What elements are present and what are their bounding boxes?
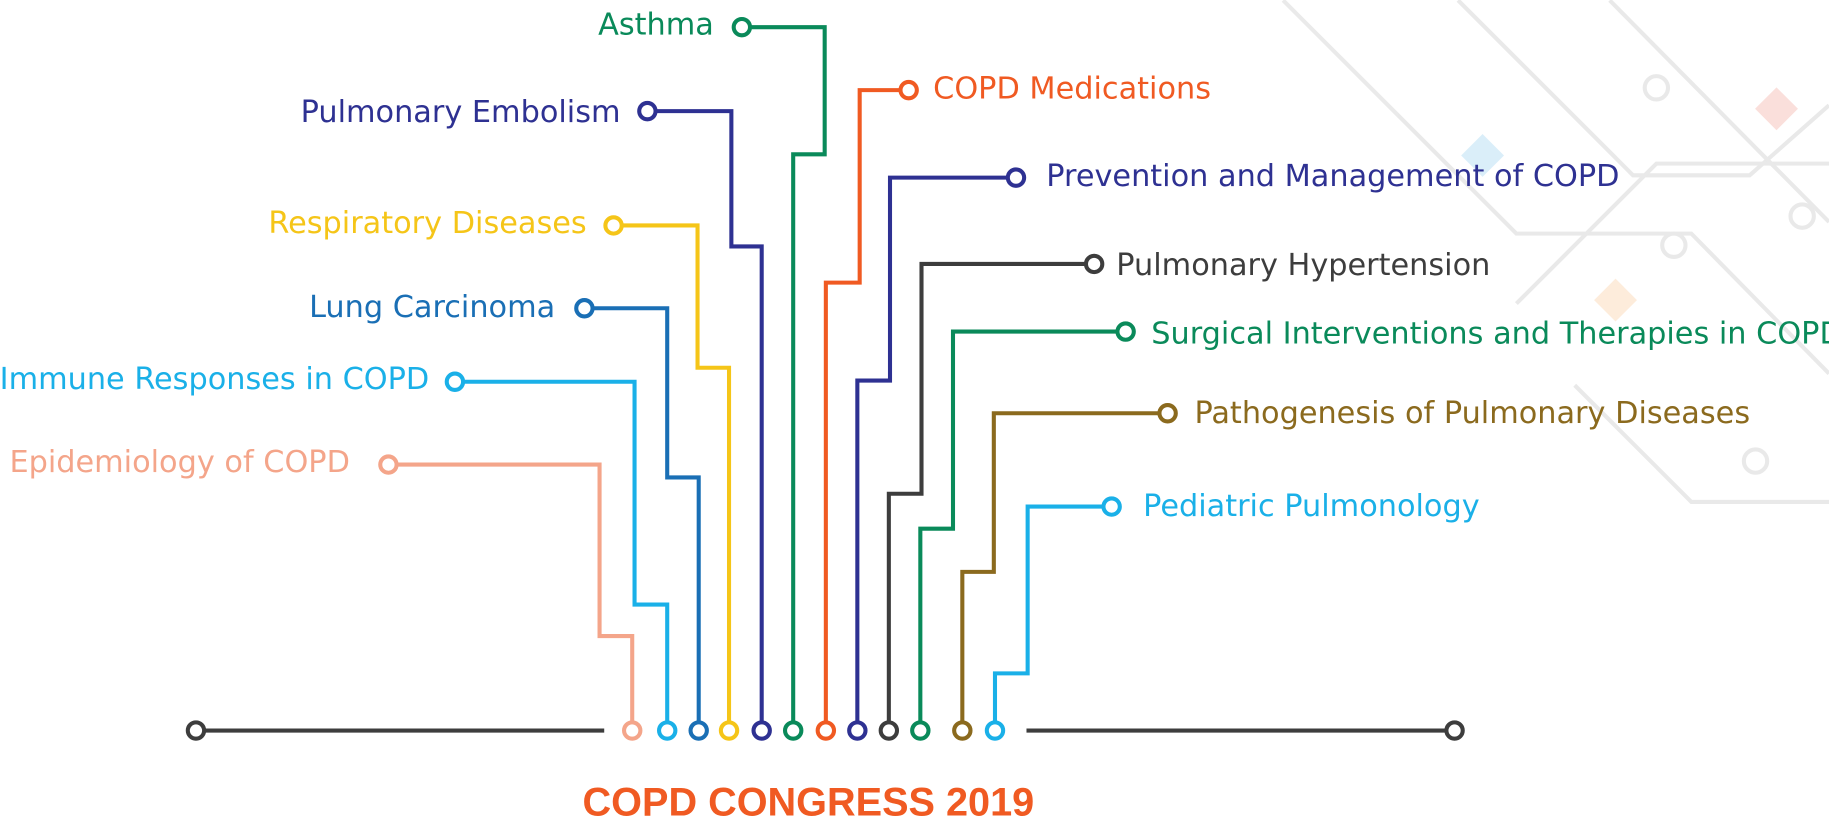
- topic-branch: Asthma: [598, 7, 825, 738]
- topic-branch: Epidemiology of COPD: [9, 445, 640, 739]
- topic-branch: Immune Responses in COPD: [0, 362, 675, 739]
- topic-label: Immune Responses in COPD: [0, 362, 429, 397]
- topic-label: Prevention and Management of COPD: [1046, 159, 1619, 194]
- diagram: Epidemiology of COPD Immune Responses in…: [0, 0, 1829, 823]
- topic-label: Pulmonary Hypertension: [1116, 248, 1490, 283]
- topic-branch: Surgical Interventions and Therapies in …: [912, 317, 1829, 739]
- topic-label: Asthma: [598, 7, 714, 42]
- title: COPD CONGRESS 2019: [583, 781, 1035, 823]
- page: Epidemiology of COPD Immune Responses in…: [0, 0, 1829, 823]
- topic-branch: Prevention and Management of COPD: [849, 159, 1619, 739]
- topic-label: Surgical Interventions and Therapies in …: [1151, 317, 1829, 352]
- topic-label: Lung Carcinoma: [309, 290, 555, 325]
- topic-label: COPD Medications: [933, 72, 1211, 107]
- topic-branch: Lung Carcinoma: [309, 290, 707, 739]
- topic-label: Pulmonary Embolism: [301, 95, 621, 130]
- topic-label: Epidemiology of COPD: [9, 445, 349, 480]
- topic-label: Pediatric Pulmonology: [1143, 489, 1480, 524]
- topic-label: Pathogenesis of Pulmonary Diseases: [1194, 396, 1750, 431]
- topic-branch: Pathogenesis of Pulmonary Diseases: [954, 396, 1750, 739]
- topic-label: Respiratory Diseases: [268, 206, 586, 241]
- topic-branch: Pediatric Pulmonology: [987, 489, 1480, 738]
